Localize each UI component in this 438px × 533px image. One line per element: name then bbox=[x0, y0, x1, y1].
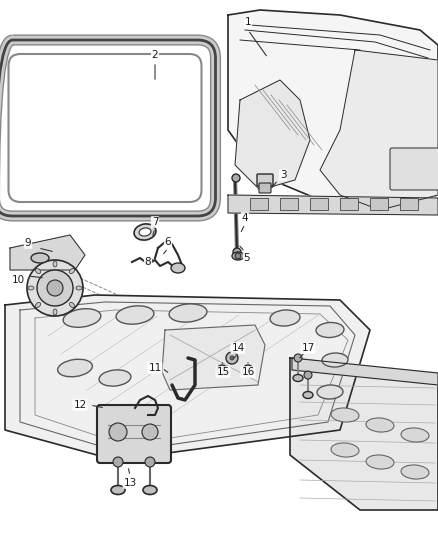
Ellipse shape bbox=[58, 359, 92, 377]
Circle shape bbox=[217, 365, 227, 375]
Ellipse shape bbox=[401, 465, 429, 479]
Ellipse shape bbox=[316, 322, 344, 337]
Ellipse shape bbox=[169, 304, 207, 322]
Ellipse shape bbox=[322, 353, 348, 367]
Ellipse shape bbox=[28, 286, 34, 290]
Ellipse shape bbox=[69, 269, 74, 273]
Polygon shape bbox=[320, 50, 438, 210]
Bar bbox=[400, 198, 418, 210]
Ellipse shape bbox=[401, 428, 429, 442]
Text: 5: 5 bbox=[244, 253, 250, 263]
Polygon shape bbox=[5, 295, 370, 460]
Text: 4: 4 bbox=[242, 213, 248, 223]
Polygon shape bbox=[228, 195, 438, 215]
Text: 10: 10 bbox=[11, 275, 25, 285]
Ellipse shape bbox=[139, 228, 151, 236]
Circle shape bbox=[113, 457, 123, 467]
Circle shape bbox=[235, 253, 241, 259]
Polygon shape bbox=[10, 235, 85, 270]
Text: 9: 9 bbox=[25, 238, 31, 248]
Circle shape bbox=[226, 352, 238, 364]
Ellipse shape bbox=[270, 310, 300, 326]
Ellipse shape bbox=[63, 309, 101, 327]
Ellipse shape bbox=[293, 375, 303, 382]
Text: 16: 16 bbox=[241, 367, 254, 377]
Ellipse shape bbox=[99, 370, 131, 386]
Ellipse shape bbox=[111, 486, 125, 495]
Bar bbox=[250, 198, 268, 210]
Ellipse shape bbox=[218, 334, 243, 346]
Polygon shape bbox=[162, 325, 265, 390]
Text: 2: 2 bbox=[152, 50, 158, 60]
Text: 11: 11 bbox=[148, 363, 162, 373]
Circle shape bbox=[37, 270, 73, 306]
Ellipse shape bbox=[53, 309, 57, 315]
Polygon shape bbox=[228, 10, 438, 210]
Ellipse shape bbox=[366, 418, 394, 432]
Bar bbox=[280, 198, 298, 210]
Circle shape bbox=[243, 365, 253, 375]
Circle shape bbox=[27, 260, 83, 316]
Bar bbox=[310, 198, 328, 210]
Ellipse shape bbox=[134, 224, 156, 240]
Ellipse shape bbox=[143, 486, 157, 495]
Ellipse shape bbox=[53, 261, 57, 267]
Circle shape bbox=[145, 457, 155, 467]
FancyBboxPatch shape bbox=[8, 54, 201, 202]
Text: 13: 13 bbox=[124, 478, 137, 488]
FancyBboxPatch shape bbox=[259, 183, 271, 193]
Ellipse shape bbox=[331, 408, 359, 422]
FancyBboxPatch shape bbox=[257, 174, 273, 186]
Text: 6: 6 bbox=[165, 237, 171, 247]
Ellipse shape bbox=[76, 286, 82, 290]
Text: 14: 14 bbox=[231, 343, 245, 353]
Bar bbox=[370, 198, 388, 210]
Text: 17: 17 bbox=[301, 343, 314, 353]
Polygon shape bbox=[235, 80, 310, 190]
Text: 8: 8 bbox=[145, 257, 151, 267]
Circle shape bbox=[230, 356, 234, 360]
Ellipse shape bbox=[35, 269, 41, 273]
Circle shape bbox=[294, 354, 302, 362]
Ellipse shape bbox=[181, 338, 209, 352]
Circle shape bbox=[304, 371, 312, 379]
Circle shape bbox=[142, 424, 158, 440]
Ellipse shape bbox=[331, 443, 359, 457]
Text: 12: 12 bbox=[74, 400, 87, 410]
Ellipse shape bbox=[69, 302, 74, 308]
Polygon shape bbox=[292, 358, 438, 385]
Ellipse shape bbox=[303, 392, 313, 399]
Ellipse shape bbox=[232, 252, 244, 260]
Polygon shape bbox=[290, 358, 438, 510]
FancyBboxPatch shape bbox=[97, 405, 171, 463]
Circle shape bbox=[109, 423, 127, 441]
Ellipse shape bbox=[31, 253, 49, 263]
Bar bbox=[340, 198, 358, 210]
Circle shape bbox=[47, 280, 63, 296]
Ellipse shape bbox=[116, 306, 154, 324]
Text: 1: 1 bbox=[245, 17, 251, 27]
Ellipse shape bbox=[317, 385, 343, 399]
FancyBboxPatch shape bbox=[390, 148, 438, 190]
Text: 15: 15 bbox=[216, 367, 230, 377]
Ellipse shape bbox=[35, 302, 41, 308]
Text: 3: 3 bbox=[280, 170, 286, 180]
Ellipse shape bbox=[366, 455, 394, 469]
Circle shape bbox=[232, 174, 240, 182]
Text: 7: 7 bbox=[152, 217, 158, 227]
Ellipse shape bbox=[171, 263, 185, 273]
Circle shape bbox=[233, 248, 241, 256]
